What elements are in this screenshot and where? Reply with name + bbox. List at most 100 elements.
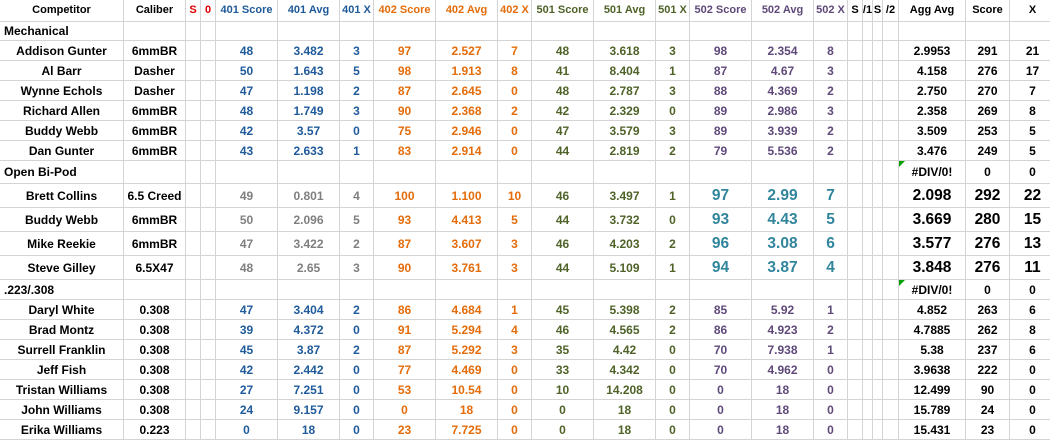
table-row-15-col-21[interactable]: 237 bbox=[966, 340, 1010, 360]
table-row-19-col-17[interactable] bbox=[863, 420, 873, 440]
section-row-12-col-17[interactable] bbox=[863, 280, 873, 300]
table-row-8-col-10[interactable]: 46 bbox=[532, 184, 594, 208]
table-row-3-col-22[interactable]: 7 bbox=[1010, 81, 1050, 101]
table-row-9-col-13[interactable]: 93 bbox=[690, 208, 752, 232]
table-row-19-col-11[interactable]: 18 bbox=[594, 420, 656, 440]
table-row-17-col-7[interactable]: 53 bbox=[374, 380, 436, 400]
table-row-13-col-17[interactable] bbox=[863, 300, 873, 320]
table-row-18-col-8[interactable]: 18 bbox=[436, 400, 498, 420]
header-x-22[interactable]: X bbox=[1010, 0, 1050, 22]
table-row-17-col-16[interactable] bbox=[848, 380, 863, 400]
section-row-7-col-17[interactable] bbox=[863, 161, 873, 184]
table-row-13-col-20[interactable]: 4.852 bbox=[899, 300, 966, 320]
table-row-15-col-17[interactable] bbox=[863, 340, 873, 360]
table-row-4-col-20[interactable]: 2.358 bbox=[899, 101, 966, 121]
table-row-5-col-21[interactable]: 253 bbox=[966, 121, 1010, 141]
table-row-13-col-0[interactable]: Daryl White bbox=[0, 300, 124, 320]
table-row-19-col-22[interactable]: 0 bbox=[1010, 420, 1050, 440]
table-row-17-col-19[interactable] bbox=[883, 380, 899, 400]
table-row-1-col-22[interactable]: 21 bbox=[1010, 41, 1050, 61]
table-row-4-col-14[interactable]: 2.986 bbox=[752, 101, 814, 121]
table-row-6-col-11[interactable]: 2.819 bbox=[594, 141, 656, 161]
table-row-15-col-7[interactable]: 87 bbox=[374, 340, 436, 360]
section-row-7-col-10[interactable] bbox=[532, 161, 594, 184]
section-row-7-col-3[interactable] bbox=[201, 161, 216, 184]
table-row-14-col-18[interactable] bbox=[873, 320, 883, 340]
table-row-16-col-6[interactable]: 0 bbox=[340, 360, 374, 380]
table-row-14-col-20[interactable]: 4.7885 bbox=[899, 320, 966, 340]
section-row-0-col-20[interactable] bbox=[899, 22, 966, 41]
table-row-2-col-1[interactable]: Dasher bbox=[124, 61, 186, 81]
table-row-19-col-14[interactable]: 18 bbox=[752, 420, 814, 440]
section-row-12-col-3[interactable] bbox=[201, 280, 216, 300]
table-row-16-col-10[interactable]: 33 bbox=[532, 360, 594, 380]
table-row-14-col-21[interactable]: 262 bbox=[966, 320, 1010, 340]
table-row-6-col-4[interactable]: 43 bbox=[216, 141, 278, 161]
section-row-12-col-14[interactable] bbox=[752, 280, 814, 300]
table-row-5-col-14[interactable]: 3.939 bbox=[752, 121, 814, 141]
table-row-2-col-19[interactable] bbox=[883, 61, 899, 81]
table-row-18-col-10[interactable]: 0 bbox=[532, 400, 594, 420]
table-row-1-col-10[interactable]: 48 bbox=[532, 41, 594, 61]
table-row-11-col-12[interactable]: 1 bbox=[656, 256, 690, 280]
table-row-8-col-19[interactable] bbox=[883, 184, 899, 208]
table-row-8-col-12[interactable]: 1 bbox=[656, 184, 690, 208]
table-row-10-col-12[interactable]: 2 bbox=[656, 232, 690, 256]
table-row-4-col-5[interactable]: 1.749 bbox=[278, 101, 340, 121]
table-row-6-col-21[interactable]: 249 bbox=[966, 141, 1010, 161]
table-row-1-col-0[interactable]: Addison Gunter bbox=[0, 41, 124, 61]
table-row-10-col-5[interactable]: 3.422 bbox=[278, 232, 340, 256]
table-row-13-col-21[interactable]: 263 bbox=[966, 300, 1010, 320]
section-row-12-col-16[interactable] bbox=[848, 280, 863, 300]
table-row-15-col-16[interactable] bbox=[848, 340, 863, 360]
table-row-2-col-6[interactable]: 5 bbox=[340, 61, 374, 81]
table-row-17-col-17[interactable] bbox=[863, 380, 873, 400]
table-row-6-col-15[interactable]: 2 bbox=[814, 141, 848, 161]
table-row-9-col-1[interactable]: 6mmBR bbox=[124, 208, 186, 232]
table-row-8-col-0[interactable]: Brett Collins bbox=[0, 184, 124, 208]
table-row-4-col-13[interactable]: 89 bbox=[690, 101, 752, 121]
table-row-10-col-2[interactable] bbox=[186, 232, 201, 256]
table-row-4-col-17[interactable] bbox=[863, 101, 873, 121]
table-row-8-col-4[interactable]: 49 bbox=[216, 184, 278, 208]
table-row-8-col-14[interactable]: 2.99 bbox=[752, 184, 814, 208]
table-row-6-col-7[interactable]: 83 bbox=[374, 141, 436, 161]
table-row-3-col-18[interactable] bbox=[873, 81, 883, 101]
table-row-10-col-18[interactable] bbox=[873, 232, 883, 256]
table-row-15-col-1[interactable]: 0.308 bbox=[124, 340, 186, 360]
table-row-3-col-6[interactable]: 2 bbox=[340, 81, 374, 101]
table-row-6-col-0[interactable]: Dan Gunter bbox=[0, 141, 124, 161]
table-row-1-col-11[interactable]: 3.618 bbox=[594, 41, 656, 61]
table-row-18-col-22[interactable]: 0 bbox=[1010, 400, 1050, 420]
table-row-18-col-2[interactable] bbox=[186, 400, 201, 420]
table-row-16-col-0[interactable]: Jeff Fish bbox=[0, 360, 124, 380]
header-1-17[interactable]: /1 bbox=[863, 0, 873, 22]
table-row-15-col-5[interactable]: 3.87 bbox=[278, 340, 340, 360]
header-2-19[interactable]: /2 bbox=[883, 0, 899, 22]
table-row-1-col-8[interactable]: 2.527 bbox=[436, 41, 498, 61]
table-row-17-col-2[interactable] bbox=[186, 380, 201, 400]
table-row-13-col-12[interactable]: 2 bbox=[656, 300, 690, 320]
header-502-x-15[interactable]: 502 X bbox=[814, 0, 848, 22]
table-row-4-col-18[interactable] bbox=[873, 101, 883, 121]
table-row-5-col-6[interactable]: 0 bbox=[340, 121, 374, 141]
table-row-1-col-17[interactable] bbox=[863, 41, 873, 61]
table-row-5-col-9[interactable]: 0 bbox=[498, 121, 532, 141]
table-row-16-col-8[interactable]: 4.469 bbox=[436, 360, 498, 380]
table-row-19-col-5[interactable]: 18 bbox=[278, 420, 340, 440]
section-row-0-col-16[interactable] bbox=[848, 22, 863, 41]
table-row-3-col-3[interactable] bbox=[201, 81, 216, 101]
table-row-1-col-12[interactable]: 3 bbox=[656, 41, 690, 61]
section-row-7-col-15[interactable] bbox=[814, 161, 848, 184]
table-row-10-col-21[interactable]: 276 bbox=[966, 232, 1010, 256]
table-row-6-col-13[interactable]: 79 bbox=[690, 141, 752, 161]
table-row-6-col-16[interactable] bbox=[848, 141, 863, 161]
section-row-0-col-18[interactable] bbox=[873, 22, 883, 41]
table-row-2-col-15[interactable]: 3 bbox=[814, 61, 848, 81]
table-row-11-col-19[interactable] bbox=[883, 256, 899, 280]
table-row-18-col-15[interactable]: 0 bbox=[814, 400, 848, 420]
table-row-13-col-9[interactable]: 1 bbox=[498, 300, 532, 320]
table-row-6-col-2[interactable] bbox=[186, 141, 201, 161]
table-row-4-col-3[interactable] bbox=[201, 101, 216, 121]
table-row-18-col-20[interactable]: 15.789 bbox=[899, 400, 966, 420]
